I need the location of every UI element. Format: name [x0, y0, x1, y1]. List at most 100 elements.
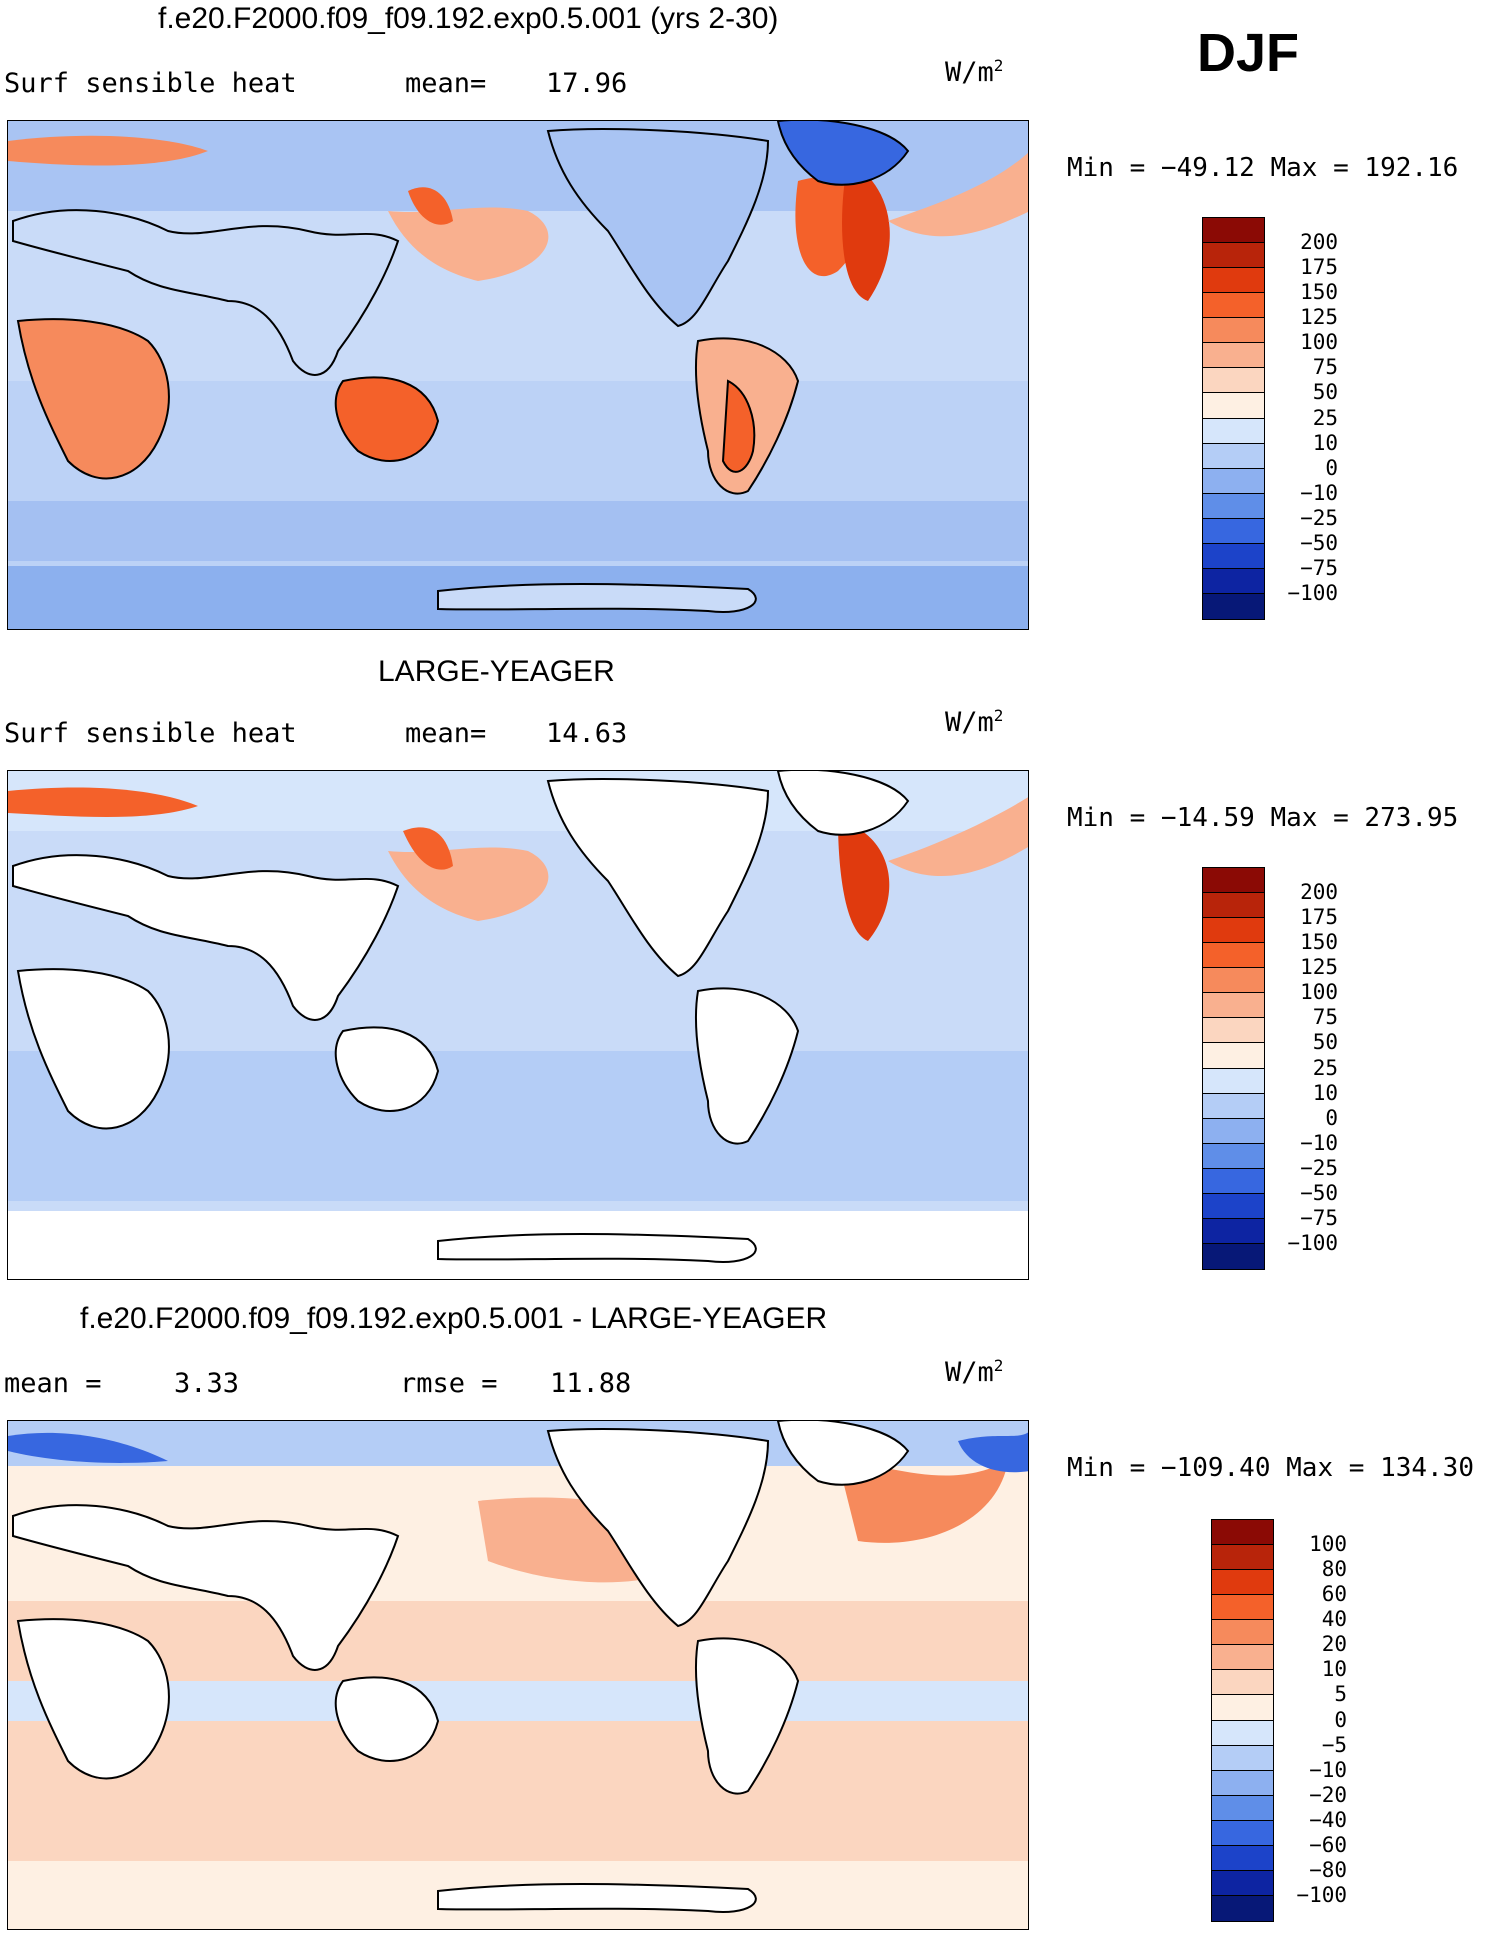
panel-1-colorbar-swatch — [1203, 568, 1264, 594]
panel-1-colorbar-swatch — [1203, 493, 1264, 519]
panel-1-mean-value: 17.96 — [546, 68, 628, 99]
colorbar-label: −10 — [1309, 1757, 1347, 1782]
colorbar-label: 75 — [1312, 355, 1338, 380]
panel-2-colorbar-swatch — [1203, 1068, 1264, 1094]
panel-2-colorbar-swatch — [1203, 1193, 1264, 1219]
panel-1-colorbar-swatch — [1203, 293, 1264, 319]
panel-3-unit: W/m2 — [945, 1356, 1004, 1388]
colorbar-label: 100 — [1309, 1532, 1347, 1557]
colorbar-label: 10 — [1312, 430, 1338, 455]
panel-2-colorbar-swatch — [1203, 1143, 1264, 1169]
colorbar-label: 60 — [1321, 1582, 1347, 1607]
panel-3-colorbar-labels: 100 80 60 40 20 10 5 0 −5 −10 −20 −40 −6… — [1279, 1519, 1347, 1922]
panel-1-unit: W/m2 — [945, 56, 1004, 88]
panel-1-minmax: Min = −49.12 Max = 192.16 — [1067, 153, 1459, 183]
panel-1-colorbar-swatch — [1203, 218, 1264, 244]
colorbar-label: 125 — [1300, 305, 1338, 330]
panel-2-colorbar-swatch — [1203, 918, 1264, 944]
colorbar-label: 0 — [1325, 1105, 1338, 1130]
colorbar-label: −10 — [1300, 480, 1338, 505]
colorbar-label: −50 — [1300, 530, 1338, 555]
panel-1-colorbar-swatch — [1203, 268, 1264, 294]
colorbar-label: 0 — [1325, 455, 1338, 480]
panel-2-colorbar-swatch — [1203, 1093, 1264, 1119]
panel-3-mean-value: 3.33 — [174, 1368, 240, 1399]
panel-3-colorbar-swatch — [1212, 1745, 1273, 1771]
colorbar-label: −50 — [1300, 1180, 1338, 1205]
colorbar-label: −60 — [1309, 1832, 1347, 1857]
panel-2-unit: W/m2 — [945, 706, 1004, 738]
panel-2-colorbar-swatch — [1203, 1118, 1264, 1144]
panel-2-colorbar-swatch — [1203, 1243, 1264, 1269]
panel-2-colorbar-swatch — [1203, 893, 1264, 919]
panel-3-rmse-label: rmse = — [400, 1368, 498, 1399]
colorbar-label: −5 — [1321, 1732, 1347, 1757]
panel-2-variable-label: Surf sensible heat — [4, 718, 297, 749]
panel-3-colorbar-swatch — [1212, 1670, 1273, 1696]
colorbar-label: −100 — [1296, 1882, 1347, 1907]
colorbar-label: 200 — [1300, 880, 1338, 905]
panel-3-colorbar-swatch — [1212, 1520, 1273, 1546]
colorbar-label: 175 — [1300, 255, 1338, 280]
colorbar-label: 150 — [1300, 280, 1338, 305]
panel-3-colorbar-swatch — [1212, 1570, 1273, 1596]
panel-3-colorbar-swatch — [1212, 1770, 1273, 1796]
panel-2-colorbar-swatch — [1203, 1218, 1264, 1244]
panel-3-map — [7, 1420, 1029, 1930]
colorbar-label: 100 — [1300, 330, 1338, 355]
panel-2-mean-label: mean= — [405, 718, 487, 749]
colorbar-label: −25 — [1300, 505, 1338, 530]
panel-3-colorbar-swatch — [1212, 1595, 1273, 1621]
colorbar-label: 40 — [1321, 1607, 1347, 1632]
panel-1-colorbar-swatch — [1203, 518, 1264, 544]
colorbar-label: 200 — [1300, 230, 1338, 255]
colorbar-label: −80 — [1309, 1857, 1347, 1882]
panel-1-colorbar-swatch — [1203, 393, 1264, 419]
panel-3-title: f.e20.F2000.f09_f09.192.exp0.5.001 - LAR… — [80, 1302, 828, 1335]
panel-3-colorbar-swatch — [1212, 1895, 1273, 1921]
panel-2-colorbar-swatch — [1203, 1043, 1264, 1069]
panel-1-mean-label: mean= — [405, 68, 487, 99]
colorbar-label: −75 — [1300, 1205, 1338, 1230]
colorbar-label: −100 — [1287, 1230, 1338, 1255]
panel-3-rmse-value: 11.88 — [550, 1368, 632, 1399]
colorbar-label: 150 — [1300, 930, 1338, 955]
panel-3-mean-label: mean = — [4, 1368, 102, 1399]
panel-3-colorbar-swatch — [1212, 1870, 1273, 1896]
colorbar-label: 175 — [1300, 905, 1338, 930]
panel-3-colorbar — [1211, 1519, 1274, 1922]
panel-1-title: f.e20.F2000.f09_f09.192.exp0.5.001 (yrs … — [158, 2, 779, 35]
colorbar-label: −40 — [1309, 1807, 1347, 1832]
colorbar-label: 10 — [1321, 1657, 1347, 1682]
panel-2-colorbar-swatch — [1203, 1168, 1264, 1194]
panel-2-colorbar-swatch — [1203, 993, 1264, 1019]
colorbar-label: 125 — [1300, 955, 1338, 980]
panel-1-variable-label: Surf sensible heat — [4, 68, 297, 99]
panel-1-colorbar-swatch — [1203, 243, 1264, 269]
colorbar-label: 50 — [1312, 1030, 1338, 1055]
colorbar-label: 80 — [1321, 1557, 1347, 1582]
colorbar-label: 25 — [1312, 1055, 1338, 1080]
colorbar-label: −10 — [1300, 1130, 1338, 1155]
colorbar-label: 50 — [1312, 380, 1338, 405]
panel-1-colorbar-labels: 200 175 150 125 100 75 50 25 10 0 −10 −2… — [1270, 217, 1338, 620]
colorbar-label: 0 — [1334, 1707, 1347, 1732]
panel-3-minmax: Min = −109.40 Max = 134.30 — [1067, 1453, 1474, 1483]
panel-2-colorbar-swatch — [1203, 968, 1264, 994]
colorbar-label: 5 — [1334, 1682, 1347, 1707]
panel-3-colorbar-swatch — [1212, 1795, 1273, 1821]
panel-1-colorbar-swatch — [1203, 343, 1264, 369]
panel-2-colorbar-swatch — [1203, 943, 1264, 969]
panel-2-title: LARGE-YEAGER — [378, 655, 615, 688]
panel-1-colorbar-swatch — [1203, 418, 1264, 444]
panel-2-colorbar-labels: 200 175 150 125 100 75 50 25 10 0 −10 −2… — [1270, 867, 1338, 1270]
panel-2-map — [7, 770, 1029, 1280]
panel-3-colorbar-swatch — [1212, 1620, 1273, 1646]
panel-3-colorbar-swatch — [1212, 1720, 1273, 1746]
panel-1-colorbar-swatch — [1203, 468, 1264, 494]
panel-2-minmax: Min = −14.59 Max = 273.95 — [1067, 803, 1459, 833]
colorbar-label: 75 — [1312, 1005, 1338, 1030]
panel-3-colorbar-swatch — [1212, 1695, 1273, 1721]
panel-1-colorbar-swatch — [1203, 318, 1264, 344]
panel-2-colorbar — [1202, 867, 1265, 1270]
